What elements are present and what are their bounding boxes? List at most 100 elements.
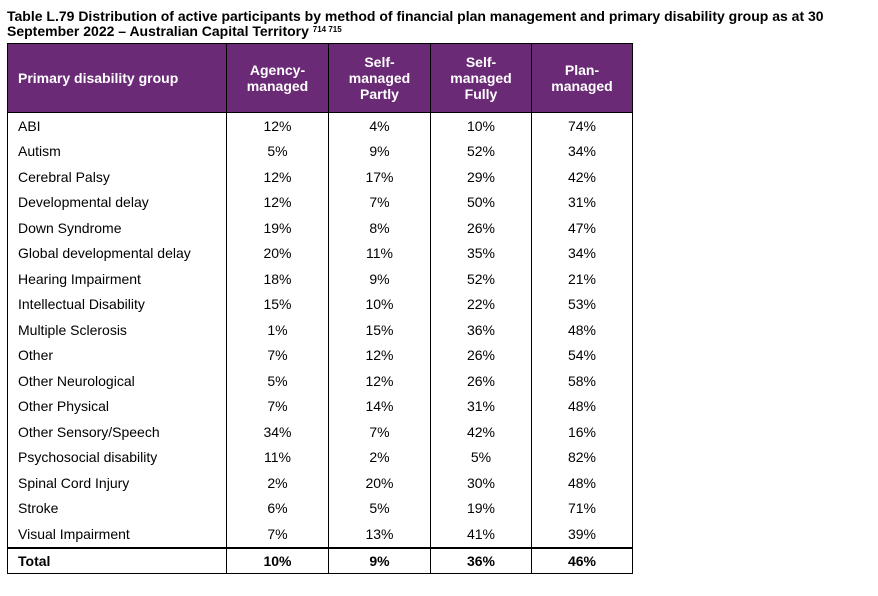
self-managed-partly-cell: 13%: [328, 521, 431, 548]
plan-managed-cell: 53%: [531, 291, 633, 317]
plan-managed-cell: 54%: [531, 342, 633, 368]
disability-group-cell: Global developmental delay: [7, 240, 227, 266]
agency-managed-cell: 7%: [226, 521, 329, 548]
table-row: Intellectual Disability 15% 10% 22% 53%: [7, 291, 633, 317]
disability-group-cell: Other Sensory/Speech: [7, 419, 227, 445]
plan-managed-cell: 39%: [531, 521, 633, 548]
self-managed-partly-cell: 9%: [328, 266, 431, 292]
header-self-managed-partly: Self- managed Partly: [328, 43, 431, 113]
disability-group-cell: Other Physical: [7, 393, 227, 419]
agency-managed-cell: 11%: [226, 444, 329, 470]
table-row: Hearing Impairment 18% 9% 52% 21%: [7, 266, 633, 292]
self-managed-fully-cell: 10%: [430, 112, 532, 139]
total-label: Total: [7, 546, 227, 574]
self-managed-partly-cell: 20%: [328, 470, 431, 496]
caption-text: Table L.79 Distribution of active partic…: [7, 8, 824, 39]
plan-managed-cell: 47%: [531, 215, 633, 241]
total-self-managed-fully: 36%: [430, 546, 532, 574]
self-managed-fully-cell: 50%: [430, 189, 532, 215]
header-primary-disability-group: Primary disability group: [7, 43, 227, 113]
self-managed-fully-cell: 26%: [430, 368, 532, 394]
table-row: Visual Impairment 7% 13% 41% 39%: [7, 521, 633, 548]
plan-managed-cell: 48%: [531, 393, 633, 419]
table-header: Primary disability group Agency- managed…: [7, 43, 633, 113]
header-agency-managed: Agency- managed: [226, 43, 329, 113]
agency-managed-cell: 12%: [226, 112, 329, 139]
self-managed-fully-cell: 19%: [430, 495, 532, 521]
self-managed-fully-cell: 31%: [430, 393, 532, 419]
disability-group-cell: Developmental delay: [7, 189, 227, 215]
self-managed-partly-cell: 8%: [328, 215, 431, 241]
self-managed-partly-cell: 10%: [328, 291, 431, 317]
plan-managed-cell: 71%: [531, 495, 633, 521]
disability-group-cell: Down Syndrome: [7, 215, 227, 241]
header-self-managed-fully: Self- managed Fully: [430, 43, 532, 113]
header-row: Primary disability group Agency- managed…: [7, 43, 633, 113]
agency-managed-cell: 18%: [226, 266, 329, 292]
self-managed-fully-cell: 35%: [430, 240, 532, 266]
table-row: Cerebral Palsy 12% 17% 29% 42%: [7, 164, 633, 190]
disability-group-cell: Spinal Cord Injury: [7, 470, 227, 496]
disability-group-cell: Visual Impairment: [7, 521, 227, 548]
self-managed-partly-cell: 12%: [328, 368, 431, 394]
total-plan-managed: 46%: [531, 546, 633, 574]
table-row: Spinal Cord Injury 2% 20% 30% 48%: [7, 470, 633, 496]
table-row: ABI 12% 4% 10% 74%: [7, 112, 633, 139]
self-managed-partly-cell: 5%: [328, 495, 431, 521]
agency-managed-cell: 7%: [226, 393, 329, 419]
self-managed-fully-cell: 29%: [430, 164, 532, 190]
self-managed-partly-cell: 7%: [328, 419, 431, 445]
agency-managed-cell: 7%: [226, 342, 329, 368]
plan-managed-cell: 58%: [531, 368, 633, 394]
table-row: Other Physical 7% 14% 31% 48%: [7, 393, 633, 419]
header-plan-managed: Plan- managed: [531, 43, 633, 113]
disability-group-cell: Cerebral Palsy: [7, 164, 227, 190]
agency-managed-cell: 1%: [226, 317, 329, 343]
self-managed-fully-cell: 26%: [430, 342, 532, 368]
agency-managed-cell: 34%: [226, 419, 329, 445]
self-managed-fully-cell: 26%: [430, 215, 532, 241]
plan-managed-cell: 21%: [531, 266, 633, 292]
agency-managed-cell: 19%: [226, 215, 329, 241]
plan-managed-cell: 31%: [531, 189, 633, 215]
plan-managed-cell: 34%: [531, 138, 633, 164]
self-managed-fully-cell: 52%: [430, 138, 532, 164]
disability-group-cell: Autism: [7, 138, 227, 164]
disability-group-cell: ABI: [7, 112, 227, 139]
plan-managed-cell: 48%: [531, 470, 633, 496]
table-body: ABI 12% 4% 10% 74% Autism 5% 9% 52% 34% Cerebral P…: [7, 112, 633, 548]
disability-group-cell: Multiple Sclerosis: [7, 317, 227, 343]
agency-managed-cell: 5%: [226, 138, 329, 164]
self-managed-partly-cell: 17%: [328, 164, 431, 190]
total-row: Total 10% 9% 36% 46%: [7, 546, 633, 574]
total-self-managed-partly: 9%: [328, 546, 431, 574]
agency-managed-cell: 2%: [226, 470, 329, 496]
table-row: Multiple Sclerosis 1% 15% 36% 48%: [7, 317, 633, 343]
table-row: Stroke 6% 5% 19% 71%: [7, 495, 633, 521]
disability-group-cell: Other Neurological: [7, 368, 227, 394]
plan-managed-cell: 82%: [531, 444, 633, 470]
agency-managed-cell: 12%: [226, 164, 329, 190]
distribution-table: Primary disability group Agency- managed…: [7, 43, 633, 574]
agency-managed-cell: 12%: [226, 189, 329, 215]
self-managed-partly-cell: 14%: [328, 393, 431, 419]
disability-group-cell: Intellectual Disability: [7, 291, 227, 317]
table-row: Psychosocial disability 11% 2% 5% 82%: [7, 444, 633, 470]
disability-group-cell: Other: [7, 342, 227, 368]
table-row: Global developmental delay 20% 11% 35% 34%: [7, 240, 633, 266]
self-managed-partly-cell: 15%: [328, 317, 431, 343]
table-row: Developmental delay 12% 7% 50% 31%: [7, 189, 633, 215]
plan-managed-cell: 42%: [531, 164, 633, 190]
self-managed-fully-cell: 52%: [430, 266, 532, 292]
self-managed-fully-cell: 36%: [430, 317, 532, 343]
table-row: Other 7% 12% 26% 54%: [7, 342, 633, 368]
plan-managed-cell: 74%: [531, 112, 633, 139]
self-managed-partly-cell: 2%: [328, 444, 431, 470]
self-managed-partly-cell: 7%: [328, 189, 431, 215]
table-caption: Table L.79 Distribution of active partic…: [7, 9, 873, 39]
plan-managed-cell: 34%: [531, 240, 633, 266]
disability-group-cell: Stroke: [7, 495, 227, 521]
self-managed-fully-cell: 41%: [430, 521, 532, 548]
self-managed-fully-cell: 22%: [430, 291, 532, 317]
self-managed-partly-cell: 11%: [328, 240, 431, 266]
